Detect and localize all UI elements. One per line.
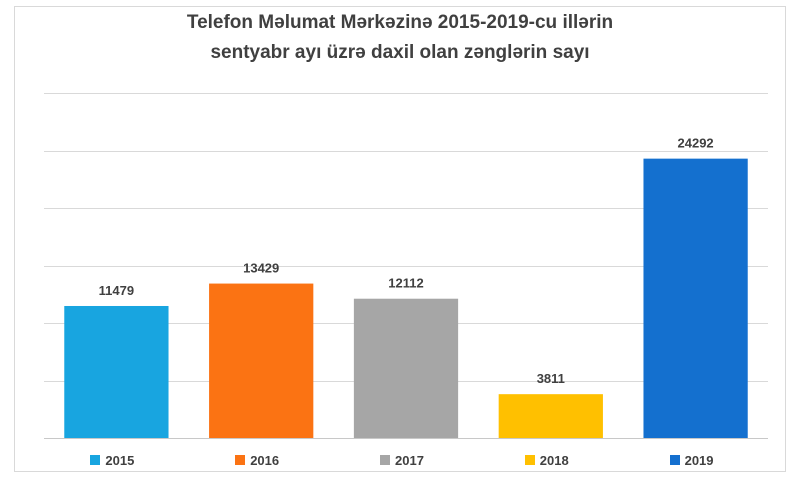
legend-label: 2019	[684, 452, 714, 468]
bar-2019	[643, 158, 748, 438]
data-label-2015: 11479	[99, 283, 134, 298]
data-label-2018: 3811	[537, 371, 565, 386]
chart-title-line-2: sentyabr ayı üzrə daxil olan zənglərin s…	[210, 42, 590, 63]
legend-swatch	[380, 455, 390, 465]
legend-item-2017: 2017	[380, 450, 424, 470]
data-label-2017: 12112	[388, 276, 423, 291]
bar-2017	[353, 298, 459, 438]
legend-item-2016: 2016	[235, 450, 279, 470]
legend-item-2019: 2019	[669, 450, 714, 470]
bar-2016	[209, 283, 314, 438]
legend-swatch	[669, 455, 680, 465]
legend-swatch	[90, 455, 101, 465]
legend-label: 2016	[250, 452, 280, 468]
data-label-2016: 13429	[243, 261, 279, 276]
legend-item-2018: 2018	[524, 450, 569, 470]
legend-label: 2017	[395, 452, 424, 468]
legend-swatch	[524, 455, 535, 465]
bar-2018	[498, 394, 603, 438]
data-label-2019: 24292	[678, 136, 714, 151]
legend-label: 2015	[105, 452, 135, 468]
legend-swatch	[235, 455, 246, 465]
chart-legend: 2015 2016 2017 2018 2019	[0, 450, 800, 470]
chart-title: Telefon Məlumat Mərkəzinə 2015-2019-cu i…	[0, 8, 800, 68]
legend-item-2015: 2015	[90, 450, 134, 470]
bar-2015	[64, 305, 169, 438]
chart-title-line-1: Telefon Məlumat Mərkəzinə 2015-2019-cu i…	[186, 12, 614, 33]
legend-label: 2018	[539, 452, 569, 468]
